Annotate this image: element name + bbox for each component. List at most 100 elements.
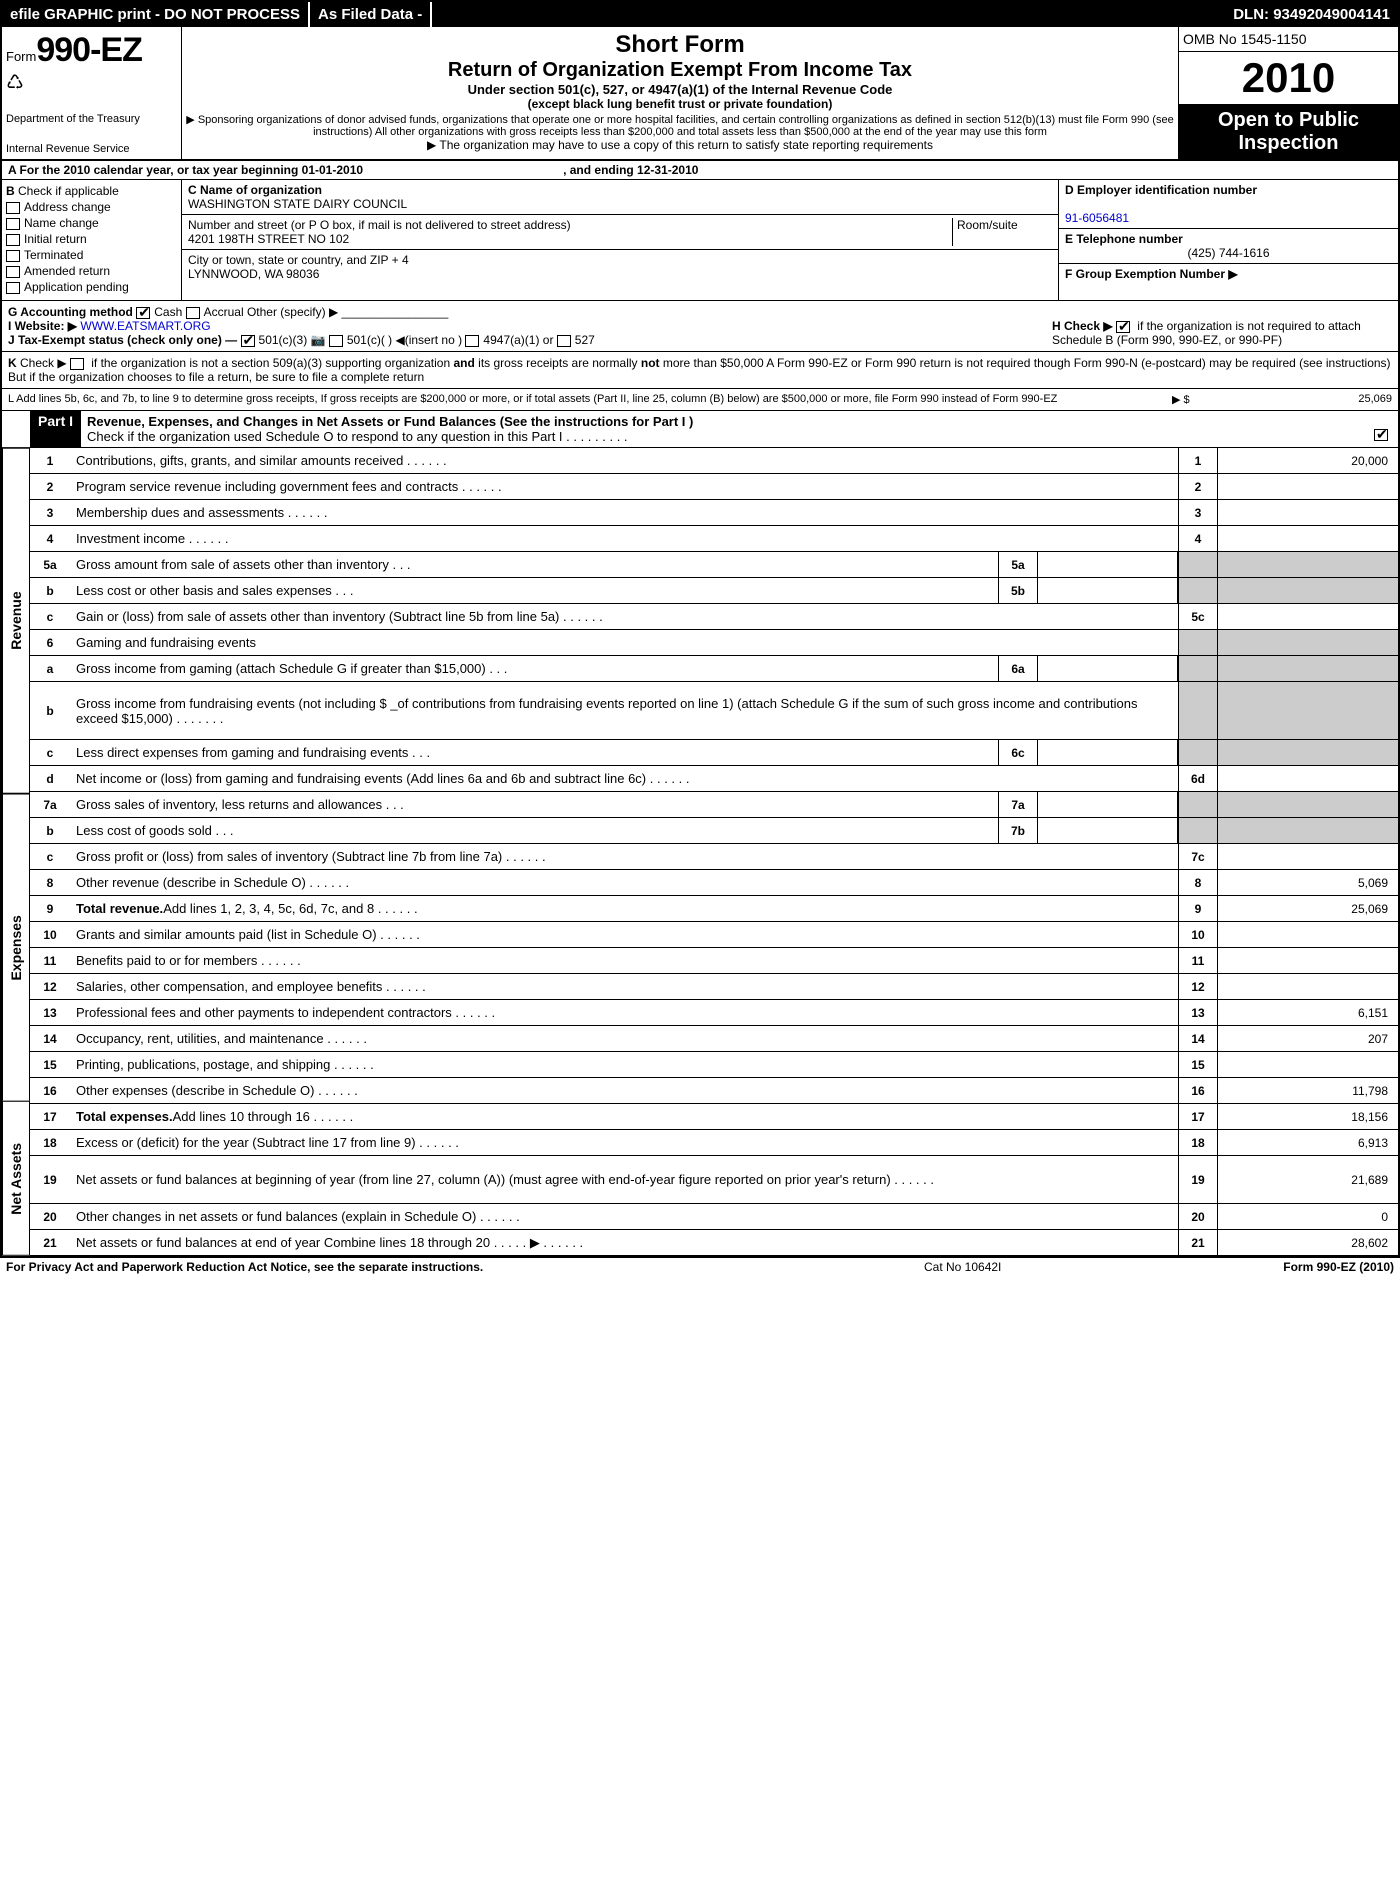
line-9: 9 Total revenue. Add lines 1, 2, 3, 4, 5… [30, 896, 1398, 922]
line-4: 4 Investment income . . . . . . 4 [30, 526, 1398, 552]
chk-app-pending[interactable]: Application pending [6, 280, 177, 294]
line-text: Total expenses. Add lines 10 through 16 … [70, 1104, 1178, 1129]
chk-h[interactable] [1116, 321, 1130, 333]
line-text: Gain or (loss) from sale of assets other… [70, 604, 1178, 629]
line-8: 8 Other revenue (describe in Schedule O)… [30, 870, 1398, 896]
line-sn: 5b [998, 578, 1038, 603]
line-rv: 20,000 [1218, 448, 1398, 473]
section-k: K Check ▶ if the organization is not a s… [2, 352, 1398, 389]
line-20: 20 Other changes in net assets or fund b… [30, 1204, 1398, 1230]
line-text: Other changes in net assets or fund bala… [70, 1204, 1178, 1229]
line-21: 21 Net assets or fund balances at end of… [30, 1230, 1398, 1256]
line-rn-grey [1178, 818, 1218, 843]
line-rv [1218, 766, 1398, 791]
chk-4947[interactable] [465, 335, 479, 347]
line-a: a Gross income from gaming (attach Sched… [30, 656, 1398, 682]
line-text: Excess or (deficit) for the year (Subtra… [70, 1130, 1178, 1155]
line-text: Total revenue. Add lines 1, 2, 3, 4, 5c,… [70, 896, 1178, 921]
line-rn: 13 [1178, 1000, 1218, 1025]
website-link[interactable]: WWW.EATSMART.ORG [80, 319, 210, 333]
line-rn-grey [1178, 552, 1218, 577]
line-rn: 2 [1178, 474, 1218, 499]
line-rn: 11 [1178, 948, 1218, 973]
line-rn: 21 [1178, 1230, 1218, 1255]
line-rv [1218, 1052, 1398, 1077]
chk-cash[interactable] [136, 307, 150, 319]
line-num: b [30, 682, 70, 739]
section-g-j: G Accounting method Cash Accrual Other (… [2, 301, 1398, 352]
line-text: Gross income from gaming (attach Schedul… [70, 656, 998, 681]
line-num: 1 [30, 448, 70, 473]
line-rv-grey [1218, 552, 1398, 577]
line-num: 18 [30, 1130, 70, 1155]
line-sn: 7b [998, 818, 1038, 843]
title-sub: Return of Organization Exempt From Incom… [186, 59, 1174, 82]
line-17: 17 Total expenses. Add lines 10 through … [30, 1104, 1398, 1130]
chk-amended[interactable]: Amended return [6, 264, 177, 278]
line-c: c Less direct expenses from gaming and f… [30, 740, 1398, 766]
line-num: 15 [30, 1052, 70, 1077]
line-num: 8 [30, 870, 70, 895]
open-public: Open to Public Inspection [1179, 105, 1398, 159]
form-number: 990-EZ [36, 31, 142, 69]
side-expenses: Expenses [2, 794, 30, 1102]
line-rv [1218, 604, 1398, 629]
chk-accrual[interactable] [186, 307, 200, 319]
chk-terminated[interactable]: Terminated [6, 248, 177, 262]
h-label: H Check ▶ [1052, 319, 1113, 333]
chk-name-change[interactable]: Name change [6, 216, 177, 230]
line-text: Gaming and fundraising events [70, 630, 1178, 655]
chk-address-change[interactable]: Address change [6, 200, 177, 214]
side-netassets: Net Assets [2, 1101, 30, 1256]
line-sv [1038, 552, 1178, 577]
box-d: D Employer identification number 91-6056… [1058, 180, 1398, 300]
line-rv [1218, 500, 1398, 525]
chk-initial-return[interactable]: Initial return [6, 232, 177, 246]
tel: (425) 744-1616 [1065, 246, 1392, 260]
line-sv [1038, 578, 1178, 603]
g-label: G Accounting method [8, 305, 133, 319]
line-2: 2 Program service revenue including gove… [30, 474, 1398, 500]
line-15: 15 Printing, publications, postage, and … [30, 1052, 1398, 1078]
line-text: Printing, publications, postage, and shi… [70, 1052, 1178, 1077]
info-grid: B Check if applicable Address change Nam… [2, 180, 1398, 301]
line-rn: 8 [1178, 870, 1218, 895]
line-rn: 16 [1178, 1078, 1218, 1103]
ein-link[interactable]: 91-6056481 [1065, 211, 1129, 225]
main-table: Revenue Expenses Net Assets 1 Contributi… [2, 448, 1398, 1256]
chk-501c[interactable] [329, 335, 343, 347]
line-rn: 14 [1178, 1026, 1218, 1051]
line-16: 16 Other expenses (describe in Schedule … [30, 1078, 1398, 1104]
title-note1: ▶ Sponsoring organizations of donor advi… [186, 113, 1174, 138]
chk-527[interactable] [557, 335, 571, 347]
line-text: Other expenses (describe in Schedule O) … [70, 1078, 1178, 1103]
line-c: c Gain or (loss) from sale of assets oth… [30, 604, 1398, 630]
line-num: 20 [30, 1204, 70, 1229]
line-rv: 18,156 [1218, 1104, 1398, 1129]
line-rv: 207 [1218, 1026, 1398, 1051]
line-7a: 7a Gross sales of inventory, less return… [30, 792, 1398, 818]
line-6: 6 Gaming and fundraising events [30, 630, 1398, 656]
line-rv-grey [1218, 818, 1398, 843]
line-text: Less direct expenses from gaming and fun… [70, 740, 998, 765]
box-b-label: Check if applicable [18, 184, 119, 198]
chk-k[interactable] [70, 358, 84, 370]
l-text: L Add lines 5b, 6c, and 7b, to line 9 to… [8, 393, 1172, 406]
line-num: 11 [30, 948, 70, 973]
line-text: Program service revenue including govern… [70, 474, 1178, 499]
line-text: Net assets or fund balances at end of ye… [70, 1230, 1178, 1255]
line-18: 18 Excess or (deficit) for the year (Sub… [30, 1130, 1398, 1156]
line-num: b [30, 578, 70, 603]
line-rv [1218, 974, 1398, 999]
line-rn: 3 [1178, 500, 1218, 525]
chk-501c3[interactable] [241, 335, 255, 347]
line-num: 10 [30, 922, 70, 947]
line-rv: 5,069 [1218, 870, 1398, 895]
dept-treasury: Department of the Treasury [6, 113, 177, 125]
line-num: 3 [30, 500, 70, 525]
chk-part-i[interactable] [1374, 429, 1388, 441]
line-19: 19 Net assets or fund balances at beginn… [30, 1156, 1398, 1204]
line-num: 17 [30, 1104, 70, 1129]
line-sn: 6c [998, 740, 1038, 765]
line-text: Membership dues and assessments . . . . … [70, 500, 1178, 525]
